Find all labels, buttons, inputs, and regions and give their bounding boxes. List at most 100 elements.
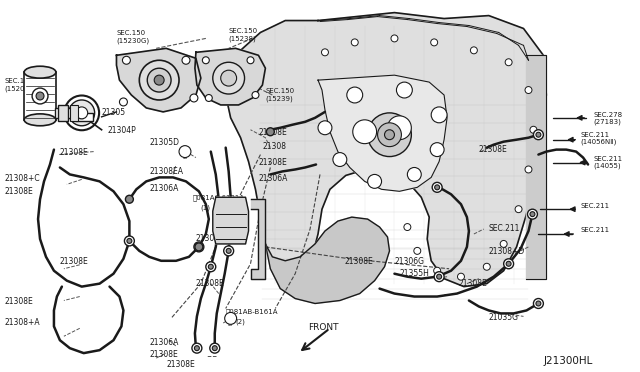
Circle shape xyxy=(385,130,394,140)
Text: 21355H: 21355H xyxy=(399,269,429,278)
Circle shape xyxy=(182,56,190,64)
Text: 21308BE: 21308BE xyxy=(196,234,230,243)
Circle shape xyxy=(367,113,412,157)
Text: Ⓑ081AB-B161A: Ⓑ081AB-B161A xyxy=(226,308,278,315)
Circle shape xyxy=(120,98,127,106)
Circle shape xyxy=(431,107,447,123)
Polygon shape xyxy=(527,55,547,279)
Circle shape xyxy=(387,116,412,140)
Circle shape xyxy=(432,182,442,192)
Circle shape xyxy=(536,132,541,137)
Circle shape xyxy=(205,94,212,102)
Circle shape xyxy=(194,242,204,252)
Circle shape xyxy=(179,146,191,158)
Circle shape xyxy=(431,39,438,46)
Circle shape xyxy=(190,94,198,102)
Circle shape xyxy=(504,259,513,269)
Text: 21308E: 21308E xyxy=(60,148,89,157)
Ellipse shape xyxy=(24,66,56,78)
Circle shape xyxy=(266,128,275,136)
Circle shape xyxy=(536,301,541,306)
Circle shape xyxy=(206,262,216,272)
Text: SEC.150
(15230G): SEC.150 (15230G) xyxy=(116,31,150,44)
Polygon shape xyxy=(266,217,390,304)
Text: 21035G: 21035G xyxy=(489,314,519,323)
Circle shape xyxy=(202,57,209,64)
Text: 21308: 21308 xyxy=(262,142,287,151)
Circle shape xyxy=(76,107,88,119)
Circle shape xyxy=(212,346,217,351)
Circle shape xyxy=(505,59,512,66)
Circle shape xyxy=(32,88,48,104)
Bar xyxy=(24,72,56,120)
Circle shape xyxy=(378,123,401,147)
Circle shape xyxy=(208,264,213,269)
Circle shape xyxy=(321,49,328,56)
Circle shape xyxy=(196,244,202,249)
Text: 21306A: 21306A xyxy=(149,338,179,347)
Circle shape xyxy=(470,47,477,54)
Circle shape xyxy=(530,212,535,217)
Bar xyxy=(70,105,78,121)
Circle shape xyxy=(140,60,179,100)
Text: 21306G: 21306G xyxy=(394,257,424,266)
Circle shape xyxy=(430,142,444,157)
Circle shape xyxy=(408,167,421,182)
Text: 21306A: 21306A xyxy=(259,174,288,183)
Text: (1): (1) xyxy=(201,204,211,211)
Text: 21308E: 21308E xyxy=(259,128,287,137)
Text: 21308+D: 21308+D xyxy=(489,247,525,256)
Circle shape xyxy=(435,185,440,190)
Text: 21308E: 21308E xyxy=(259,158,287,167)
Circle shape xyxy=(396,82,412,98)
Text: SEC.150
(15239): SEC.150 (15239) xyxy=(266,88,294,102)
Text: 21308E: 21308E xyxy=(4,187,33,196)
Text: 21308E: 21308E xyxy=(166,360,195,369)
Text: SEC.150
(15238): SEC.150 (15238) xyxy=(228,29,258,42)
Ellipse shape xyxy=(65,96,99,130)
Polygon shape xyxy=(226,13,547,286)
Circle shape xyxy=(500,240,507,247)
Circle shape xyxy=(434,267,440,274)
Circle shape xyxy=(530,126,537,133)
Polygon shape xyxy=(318,75,447,191)
Ellipse shape xyxy=(69,100,95,126)
Circle shape xyxy=(483,263,490,270)
Text: 21305: 21305 xyxy=(102,108,125,117)
Circle shape xyxy=(515,206,522,213)
Circle shape xyxy=(125,195,133,203)
Text: FRONT: FRONT xyxy=(308,323,339,332)
Circle shape xyxy=(318,121,332,135)
Circle shape xyxy=(221,70,237,86)
Circle shape xyxy=(525,166,532,173)
Circle shape xyxy=(252,92,259,99)
Text: 21306A: 21306A xyxy=(149,185,179,193)
Circle shape xyxy=(36,92,44,100)
Circle shape xyxy=(458,273,465,280)
Circle shape xyxy=(436,274,442,279)
Text: B: B xyxy=(228,322,232,327)
Text: J21300HL: J21300HL xyxy=(543,356,593,366)
Text: 21308EA: 21308EA xyxy=(149,167,183,176)
Circle shape xyxy=(226,248,231,253)
Circle shape xyxy=(224,246,234,256)
Circle shape xyxy=(404,224,411,231)
Text: 21308+C: 21308+C xyxy=(4,174,40,183)
Text: SEC.150
(15208): SEC.150 (15208) xyxy=(4,78,33,92)
Circle shape xyxy=(333,153,347,167)
Text: 21305D: 21305D xyxy=(149,138,179,147)
Text: B: B xyxy=(182,155,186,160)
Text: 21308E: 21308E xyxy=(4,296,33,305)
Text: (2): (2) xyxy=(236,318,246,325)
Text: 21308E: 21308E xyxy=(196,279,225,288)
Text: SEC.211
(14056NⅡ): SEC.211 (14056NⅡ) xyxy=(580,132,616,145)
Circle shape xyxy=(347,87,363,103)
Polygon shape xyxy=(195,48,266,105)
Circle shape xyxy=(195,243,203,251)
Circle shape xyxy=(534,130,543,140)
Circle shape xyxy=(434,272,444,282)
Text: SEC.211: SEC.211 xyxy=(489,224,520,233)
Text: SEC.211: SEC.211 xyxy=(580,227,609,233)
Text: SEC.278
(27183): SEC.278 (27183) xyxy=(593,112,622,125)
Circle shape xyxy=(225,312,237,324)
